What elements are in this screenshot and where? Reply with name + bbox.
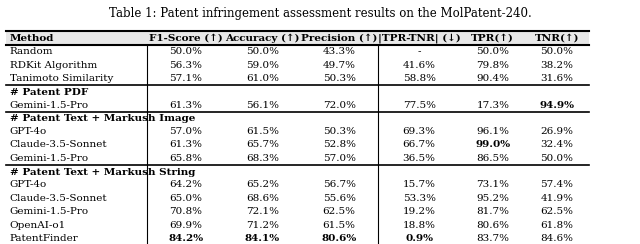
- Text: GPT-4o: GPT-4o: [10, 127, 47, 136]
- Text: 62.5%: 62.5%: [540, 207, 573, 216]
- Text: Method: Method: [10, 34, 54, 43]
- Text: 57.4%: 57.4%: [540, 180, 573, 189]
- Text: |TPR-TNR| (↓): |TPR-TNR| (↓): [378, 33, 461, 43]
- Text: 81.7%: 81.7%: [476, 207, 509, 216]
- Text: 94.9%: 94.9%: [540, 101, 574, 110]
- Bar: [6, 31, 589, 45]
- Text: 50.0%: 50.0%: [169, 47, 202, 56]
- Text: 0.9%: 0.9%: [405, 234, 433, 244]
- Text: 61.8%: 61.8%: [540, 221, 573, 230]
- Text: 36.5%: 36.5%: [403, 154, 436, 163]
- Text: 80.6%: 80.6%: [321, 234, 357, 244]
- Text: 56.1%: 56.1%: [246, 101, 279, 110]
- Text: 86.5%: 86.5%: [476, 154, 509, 163]
- Text: 61.3%: 61.3%: [169, 101, 202, 110]
- Text: PatentFinder: PatentFinder: [10, 234, 78, 244]
- Text: 65.2%: 65.2%: [246, 180, 279, 189]
- Text: 80.6%: 80.6%: [476, 221, 509, 230]
- Text: OpenAI-o1: OpenAI-o1: [10, 221, 66, 230]
- Text: 57.1%: 57.1%: [169, 74, 202, 83]
- Text: 50.3%: 50.3%: [323, 74, 356, 83]
- Text: Tanimoto Similarity: Tanimoto Similarity: [10, 74, 113, 83]
- Text: 65.8%: 65.8%: [169, 154, 202, 163]
- Text: 58.8%: 58.8%: [403, 74, 436, 83]
- Text: 62.5%: 62.5%: [323, 207, 356, 216]
- Text: 65.7%: 65.7%: [246, 141, 279, 150]
- Text: 73.1%: 73.1%: [476, 180, 509, 189]
- Text: 52.8%: 52.8%: [323, 141, 356, 150]
- Text: 56.3%: 56.3%: [169, 61, 202, 70]
- Text: 17.3%: 17.3%: [476, 101, 509, 110]
- Text: 59.0%: 59.0%: [246, 61, 279, 70]
- Text: Gemini-1.5-Pro: Gemini-1.5-Pro: [10, 101, 89, 110]
- Text: 68.6%: 68.6%: [246, 194, 279, 203]
- Text: 18.8%: 18.8%: [403, 221, 436, 230]
- Text: 84.2%: 84.2%: [168, 234, 203, 244]
- Text: 55.6%: 55.6%: [323, 194, 356, 203]
- Text: 66.7%: 66.7%: [403, 141, 436, 150]
- Text: 43.3%: 43.3%: [323, 47, 356, 56]
- Text: 71.2%: 71.2%: [246, 221, 279, 230]
- Text: 84.6%: 84.6%: [540, 234, 573, 244]
- Text: 41.9%: 41.9%: [540, 194, 573, 203]
- Text: 26.9%: 26.9%: [540, 127, 573, 136]
- Text: -: -: [417, 47, 421, 56]
- Text: Table 1: Patent infringement assessment results on the MolPatent-240.: Table 1: Patent infringement assessment …: [109, 7, 531, 20]
- Text: 57.0%: 57.0%: [323, 154, 356, 163]
- Text: # Patent PDF: # Patent PDF: [10, 88, 88, 97]
- Text: F1-Score (↑): F1-Score (↑): [148, 34, 223, 43]
- Text: TPR(↑): TPR(↑): [472, 34, 514, 43]
- Text: 31.6%: 31.6%: [540, 74, 573, 83]
- Text: 19.2%: 19.2%: [403, 207, 436, 216]
- Text: Claude-3.5-Sonnet: Claude-3.5-Sonnet: [10, 194, 108, 203]
- Text: 41.6%: 41.6%: [403, 61, 436, 70]
- Text: # Patent Text + Markush Image: # Patent Text + Markush Image: [10, 114, 195, 123]
- Text: Gemini-1.5-Pro: Gemini-1.5-Pro: [10, 207, 89, 216]
- Text: 56.7%: 56.7%: [323, 180, 356, 189]
- Text: 50.0%: 50.0%: [540, 47, 573, 56]
- Text: 68.3%: 68.3%: [246, 154, 279, 163]
- Text: 61.0%: 61.0%: [246, 74, 279, 83]
- Text: 49.7%: 49.7%: [323, 61, 356, 70]
- Text: 70.8%: 70.8%: [169, 207, 202, 216]
- Text: 90.4%: 90.4%: [476, 74, 509, 83]
- Text: 61.5%: 61.5%: [246, 127, 279, 136]
- Text: 61.5%: 61.5%: [323, 221, 356, 230]
- Text: 65.0%: 65.0%: [169, 194, 202, 203]
- Text: 50.3%: 50.3%: [323, 127, 356, 136]
- Text: Gemini-1.5-Pro: Gemini-1.5-Pro: [10, 154, 89, 163]
- Text: 64.2%: 64.2%: [169, 180, 202, 189]
- Text: 84.1%: 84.1%: [245, 234, 280, 244]
- Text: 69.3%: 69.3%: [403, 127, 436, 136]
- Text: 99.0%: 99.0%: [476, 141, 510, 150]
- Text: Random: Random: [10, 47, 53, 56]
- Text: TNR(↑): TNR(↑): [534, 34, 579, 43]
- Text: 95.2%: 95.2%: [476, 194, 509, 203]
- Text: 83.7%: 83.7%: [476, 234, 509, 244]
- Text: 96.1%: 96.1%: [476, 127, 509, 136]
- Text: 15.7%: 15.7%: [403, 180, 436, 189]
- Text: Claude-3.5-Sonnet: Claude-3.5-Sonnet: [10, 141, 108, 150]
- Text: 50.0%: 50.0%: [476, 47, 509, 56]
- Text: 57.0%: 57.0%: [169, 127, 202, 136]
- Text: 32.4%: 32.4%: [540, 141, 573, 150]
- Text: 50.0%: 50.0%: [540, 154, 573, 163]
- Text: 61.3%: 61.3%: [169, 141, 202, 150]
- Text: 72.1%: 72.1%: [246, 207, 279, 216]
- Text: Precision (↑): Precision (↑): [301, 34, 378, 43]
- Text: # Patent Text + Markush String: # Patent Text + Markush String: [10, 168, 195, 176]
- Text: 72.0%: 72.0%: [323, 101, 356, 110]
- Text: 38.2%: 38.2%: [540, 61, 573, 70]
- Text: RDKit Algorithm: RDKit Algorithm: [10, 61, 97, 70]
- Text: GPT-4o: GPT-4o: [10, 180, 47, 189]
- Text: 50.0%: 50.0%: [246, 47, 279, 56]
- Text: 69.9%: 69.9%: [169, 221, 202, 230]
- Text: 79.8%: 79.8%: [476, 61, 509, 70]
- Text: Accuracy (↑): Accuracy (↑): [225, 33, 300, 43]
- Text: 53.3%: 53.3%: [403, 194, 436, 203]
- Text: 77.5%: 77.5%: [403, 101, 436, 110]
